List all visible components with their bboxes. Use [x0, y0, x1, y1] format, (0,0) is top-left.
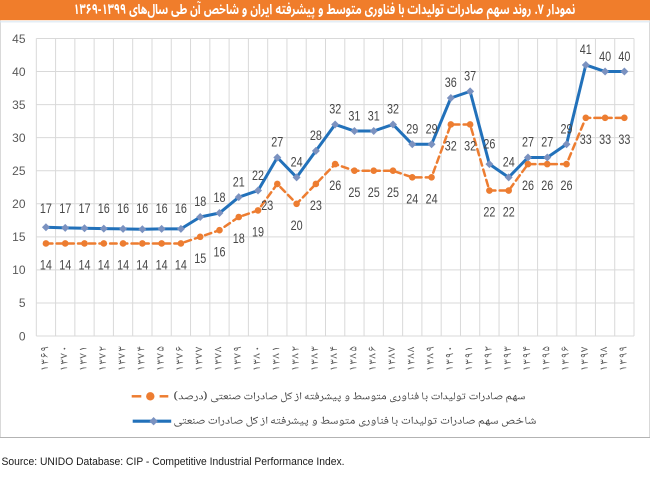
svg-text:16: 16 — [156, 200, 168, 216]
svg-text:18: 18 — [194, 193, 206, 209]
svg-text:33: 33 — [580, 131, 592, 147]
svg-text:23: 23 — [261, 197, 273, 213]
svg-text:32: 32 — [387, 101, 399, 117]
svg-text:16: 16 — [175, 200, 187, 216]
svg-text:36: 36 — [445, 74, 457, 90]
svg-text:16: 16 — [136, 200, 148, 216]
svg-text:33: 33 — [618, 131, 630, 147]
svg-text:14: 14 — [175, 257, 187, 273]
svg-text:16: 16 — [214, 243, 226, 259]
svg-text:21: 21 — [233, 173, 245, 189]
svg-text:18: 18 — [233, 230, 245, 246]
svg-text:29: 29 — [426, 121, 438, 137]
svg-text:45: 45 — [12, 32, 26, 46]
svg-text:14: 14 — [98, 257, 110, 273]
svg-text:15: 15 — [194, 250, 206, 266]
svg-text:26: 26 — [522, 177, 534, 193]
svg-text:14: 14 — [156, 257, 168, 273]
svg-text:22: 22 — [503, 204, 515, 220]
svg-text:19: 19 — [252, 224, 264, 240]
svg-text:10: 10 — [12, 263, 26, 277]
svg-text:14: 14 — [79, 257, 91, 273]
svg-text:24: 24 — [406, 190, 418, 206]
svg-text:32: 32 — [464, 138, 476, 154]
svg-text:20: 20 — [12, 197, 26, 211]
svg-text:23: 23 — [310, 197, 322, 213]
svg-text:35: 35 — [12, 98, 26, 112]
svg-text:25: 25 — [348, 184, 360, 200]
svg-text:5: 5 — [19, 296, 26, 310]
svg-text:32: 32 — [445, 138, 457, 154]
svg-text:27: 27 — [522, 134, 534, 150]
svg-text:25: 25 — [368, 184, 380, 200]
svg-text:37: 37 — [464, 68, 476, 84]
svg-text:20: 20 — [291, 217, 303, 233]
svg-text:25: 25 — [387, 184, 399, 200]
svg-text:26: 26 — [483, 135, 495, 151]
svg-text:31: 31 — [348, 107, 360, 123]
svg-text:26: 26 — [541, 177, 553, 193]
svg-text:25: 25 — [12, 164, 26, 178]
svg-text:16: 16 — [98, 200, 110, 216]
svg-text:28: 28 — [310, 127, 322, 143]
svg-text:29: 29 — [406, 121, 418, 137]
svg-text:22: 22 — [483, 204, 495, 220]
svg-text:16: 16 — [117, 200, 129, 216]
svg-text:26: 26 — [561, 177, 573, 193]
svg-text:40: 40 — [618, 48, 630, 64]
svg-text:14: 14 — [117, 257, 129, 273]
svg-text:31: 31 — [368, 107, 380, 123]
svg-text:27: 27 — [541, 134, 553, 150]
svg-text:26: 26 — [329, 177, 341, 193]
svg-text:22: 22 — [252, 167, 264, 183]
svg-text:18: 18 — [214, 189, 226, 205]
svg-text:40: 40 — [12, 65, 26, 79]
svg-text:14: 14 — [40, 257, 52, 273]
svg-text:17: 17 — [40, 200, 52, 216]
svg-text:30: 30 — [12, 131, 26, 145]
svg-text:Source: UNIDO Database: CIP -: Source: UNIDO Database: CIP - Competitiv… — [2, 456, 345, 468]
svg-text:27: 27 — [271, 134, 283, 150]
svg-text:29: 29 — [561, 121, 573, 137]
svg-text:33: 33 — [599, 131, 611, 147]
svg-text:15: 15 — [12, 230, 26, 244]
svg-text:24: 24 — [426, 190, 438, 206]
svg-text:14: 14 — [136, 257, 148, 273]
svg-text:0: 0 — [19, 329, 26, 343]
svg-text:40: 40 — [599, 48, 611, 64]
svg-text:17: 17 — [79, 200, 91, 216]
svg-text:17: 17 — [59, 200, 71, 216]
svg-text:14: 14 — [59, 257, 71, 273]
svg-text:24: 24 — [291, 154, 303, 170]
svg-text:24: 24 — [503, 154, 515, 170]
svg-text:41: 41 — [580, 41, 592, 57]
svg-text:32: 32 — [329, 101, 341, 117]
